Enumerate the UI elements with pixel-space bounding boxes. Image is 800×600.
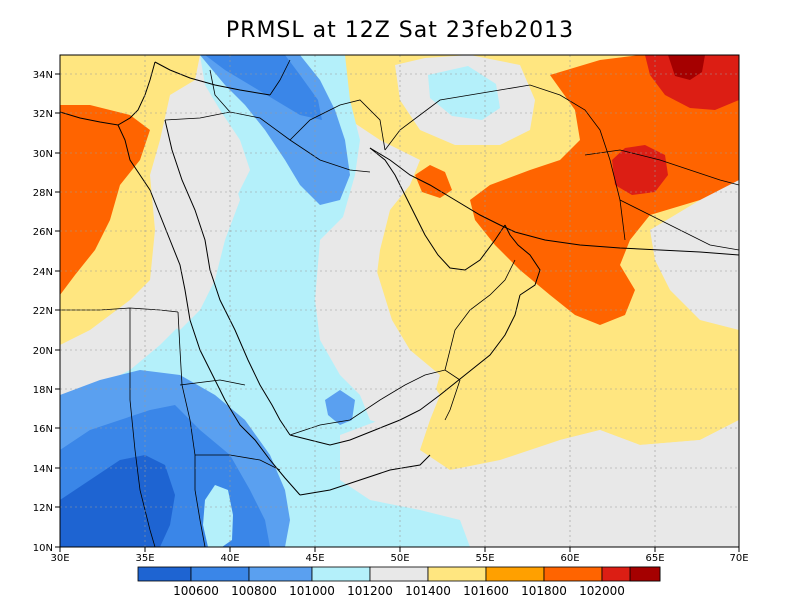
lon-label: 30E [50, 553, 69, 564]
lon-label: 35E [135, 553, 154, 564]
coastlines [60, 61, 739, 496]
colorbar-label: 101800 [521, 584, 567, 598]
lat-label: 22N [33, 306, 53, 317]
lon-label: 55E [475, 553, 494, 564]
lat-label: 26N [33, 227, 53, 238]
colorbar-swatch [543, 566, 603, 582]
lat-label: 32N [33, 109, 53, 120]
country-borders [60, 59, 739, 547]
field-orange-east [470, 55, 739, 325]
colorbar-swatch [311, 566, 371, 582]
lat-label: 34N [33, 70, 53, 81]
lat-label: 20N [33, 346, 53, 357]
colorbar-label: 100800 [231, 584, 277, 598]
lat-label: 24N [33, 267, 53, 278]
lon-label: 50E [390, 553, 409, 564]
lon-label: 40E [220, 553, 239, 564]
colorbar-swatch [427, 566, 487, 582]
lat-label: 30N [33, 149, 53, 160]
field-orange-gulf [415, 165, 452, 198]
field-orange-west [60, 105, 150, 295]
colorbar-swatch [485, 566, 545, 582]
colorbar [137, 566, 661, 582]
graticule [60, 55, 739, 547]
field-gray-southeast [500, 420, 739, 547]
field-gray-arabia [155, 130, 240, 330]
colorbar-label: 100600 [173, 584, 219, 598]
lat-label: 12N [33, 503, 53, 514]
colorbar-label: 101600 [463, 584, 509, 598]
colorbar-label: 101400 [405, 584, 451, 598]
field-lightblue-south-hole [203, 485, 233, 547]
colorbar-swatch [248, 566, 313, 582]
lat-ticks [55, 73, 60, 548]
lat-label: 14N [33, 464, 53, 475]
colorbar-swatch [369, 566, 429, 582]
field-darkblue-north [205, 55, 322, 120]
colorbar-label: 102000 [579, 584, 625, 598]
lon-label: 65E [645, 553, 664, 564]
lon-labels: 30E 35E 40E 45E 50E 55E 60E 65E 70E [50, 553, 748, 564]
lat-label: 18N [33, 385, 53, 396]
map-title: PRMSL at 12Z Sat 23feb2013 [225, 18, 575, 43]
lat-labels: 34N 32N 30N 28N 26N 24N 22N 20N 18N 16N … [33, 70, 53, 554]
colorbar-swatch [190, 566, 250, 582]
colorbar-label: 101200 [347, 584, 393, 598]
lat-label: 16N [33, 424, 53, 435]
colorbar-swatch [137, 566, 192, 582]
field-darkest-blue-south [60, 455, 175, 547]
lat-label: 10N [33, 543, 53, 554]
pressure-field [60, 55, 739, 547]
field-red-northeast [645, 55, 739, 110]
colorbar-labels: 100600 100800 101000 101200 101400 10160… [173, 584, 625, 598]
lat-label: 28N [33, 188, 53, 199]
lon-ticks [59, 547, 740, 552]
field-blue-blob [325, 390, 355, 425]
lon-label: 70E [729, 553, 748, 564]
colorbar-swatch [629, 566, 661, 582]
field-red-iran [612, 145, 668, 195]
field-gray-central [315, 215, 440, 430]
colorbar-label: 101000 [289, 584, 335, 598]
field-gray-east [650, 175, 739, 330]
lon-label: 45E [305, 553, 324, 564]
lon-label: 60E [560, 553, 579, 564]
